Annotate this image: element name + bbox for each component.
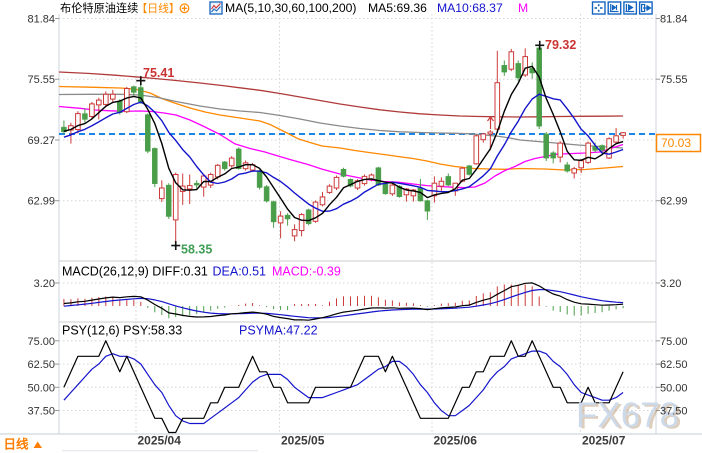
svg-text:81.84: 81.84: [27, 14, 55, 26]
svg-text:37.50: 37.50: [27, 406, 55, 418]
svg-text:FX678: FX678: [576, 396, 679, 435]
svg-text:50.00: 50.00: [27, 382, 55, 394]
svg-text:75.00: 75.00: [27, 336, 55, 348]
svg-text:DEA:0.51: DEA:0.51: [213, 265, 267, 279]
svg-text:2025/06: 2025/06: [434, 434, 478, 448]
svg-text:75.00: 75.00: [660, 336, 688, 348]
svg-text:2025/07: 2025/07: [582, 434, 626, 448]
svg-text:2025/05: 2025/05: [281, 434, 325, 448]
svg-text:37.50: 37.50: [660, 406, 688, 418]
svg-text:75.55: 75.55: [27, 74, 55, 86]
svg-text:布伦特原油连续: 布伦特原油连续: [60, 1, 138, 15]
svg-text:FX678: FX678: [579, 398, 682, 437]
svg-text:62.50: 62.50: [27, 359, 55, 371]
svg-text:3.20: 3.20: [34, 278, 55, 290]
svg-text:MACD:-0.39: MACD:-0.39: [272, 265, 341, 279]
svg-text:62.99: 62.99: [27, 196, 55, 208]
svg-text:62.99: 62.99: [660, 196, 688, 208]
svg-text:58.35: 58.35: [181, 243, 212, 257]
svg-text:M: M: [518, 1, 528, 15]
svg-text:50.00: 50.00: [660, 382, 688, 394]
svg-text:MACD(26,12,9) DIFF:0.31: MACD(26,12,9) DIFF:0.31: [62, 265, 208, 279]
svg-text:81.84: 81.84: [660, 14, 688, 26]
svg-text:62.50: 62.50: [660, 359, 688, 371]
svg-text:70.03: 70.03: [661, 136, 691, 150]
svg-text:PSYMA:47.22: PSYMA:47.22: [239, 324, 318, 338]
svg-text:2025/04: 2025/04: [138, 434, 182, 448]
svg-text:3.20: 3.20: [660, 278, 681, 290]
svg-text:MA5:69.36: MA5:69.36: [368, 1, 427, 15]
svg-text:MA10:68.37: MA10:68.37: [437, 1, 503, 15]
svg-text:79.32: 79.32: [545, 38, 576, 52]
svg-text:【日线】: 【日线】: [137, 1, 180, 15]
svg-text:MA(5,10,30,60,100,200): MA(5,10,30,60,100,200): [225, 1, 356, 15]
svg-text:75.41: 75.41: [143, 66, 174, 80]
svg-text:日线: 日线: [4, 437, 30, 452]
svg-text:PSY(12,6) PSY:58.33: PSY(12,6) PSY:58.33: [62, 324, 182, 338]
svg-text:69.27: 69.27: [27, 135, 55, 147]
svg-text:75.55: 75.55: [660, 74, 688, 86]
